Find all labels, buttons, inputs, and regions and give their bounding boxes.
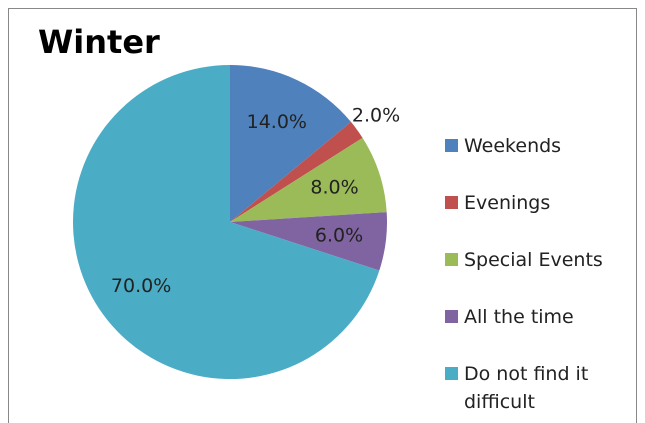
- data-label: 6.0%: [315, 224, 363, 246]
- legend-label: Evenings: [464, 192, 551, 214]
- pie-slice: [230, 137, 387, 222]
- legend-label: All the time: [464, 306, 574, 328]
- data-label: 2.0%: [352, 104, 400, 126]
- legend-swatch: [445, 139, 458, 152]
- legend: Weekends Evenings Special Events All the ti…: [445, 132, 630, 417]
- legend-swatch: [445, 310, 458, 323]
- legend-label: Do not find it difficult: [464, 363, 589, 413]
- chart-border: [8, 8, 637, 423]
- data-label: 14.0%: [247, 111, 307, 133]
- pie-slice: [73, 65, 380, 379]
- legend-item: Evenings: [445, 189, 630, 246]
- legend-swatch: [445, 253, 458, 266]
- legend-item: Weekends: [445, 132, 630, 189]
- pie-slice: [230, 65, 351, 222]
- legend-swatch: [445, 196, 458, 209]
- legend-label: Weekends: [464, 135, 562, 157]
- legend-swatch: [445, 367, 458, 380]
- legend-label: Special Events: [464, 249, 603, 271]
- data-label: 8.0%: [310, 177, 358, 199]
- chart-title: Winter: [38, 23, 160, 61]
- legend-item: All the time: [445, 303, 630, 360]
- data-label: 70.0%: [111, 275, 171, 297]
- legend-item: Special Events: [445, 246, 630, 303]
- legend-item: Do not find it difficult: [445, 360, 630, 417]
- pie-slice: [230, 212, 387, 271]
- pie-slice: [230, 121, 363, 222]
